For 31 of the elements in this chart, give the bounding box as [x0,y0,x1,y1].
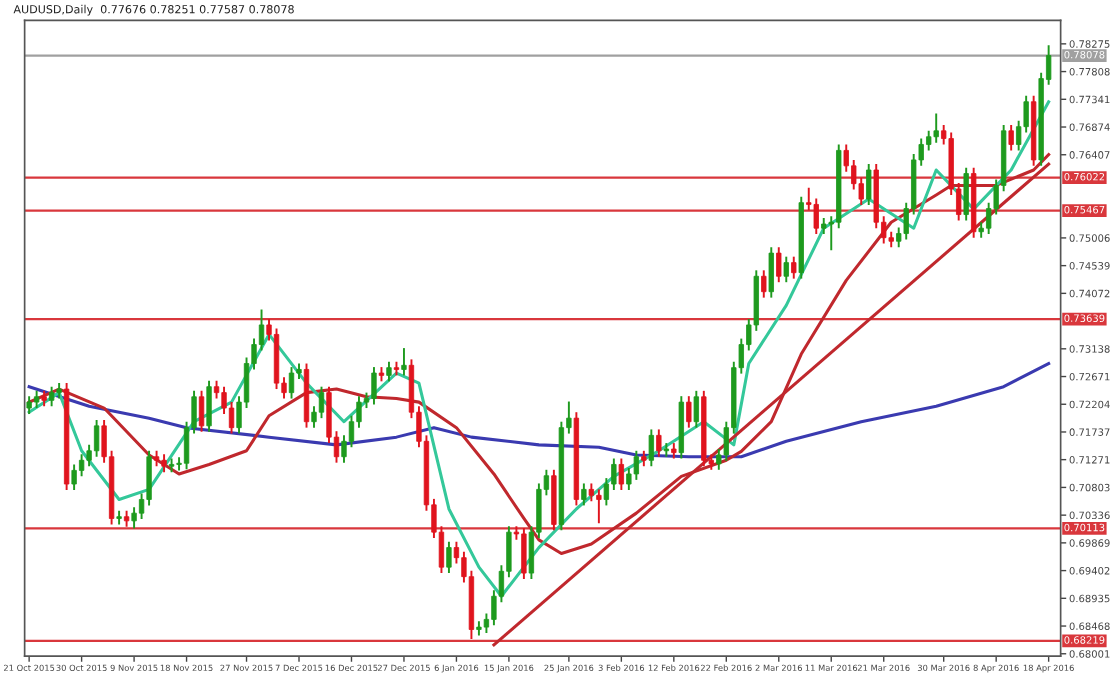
candlestick [596,488,602,525]
candlestick [521,527,527,580]
candlestick [71,463,77,491]
candlestick [131,506,137,530]
candlestick [761,269,767,299]
candlestick [198,389,205,433]
candlestick [401,347,407,377]
candlestick [963,166,969,222]
candlestick [78,453,85,478]
candlestick [386,360,392,383]
candlestick [1008,123,1014,152]
candlestick [686,395,692,429]
candlestick [48,385,55,408]
candlestick [318,385,325,420]
candlestick [206,379,212,433]
candlestick [776,246,782,284]
candlestick [581,482,587,507]
line-series [27,100,1051,598]
candlestick [93,418,100,458]
candlestick [933,112,939,144]
candlestick [288,366,295,400]
candlestick [618,457,625,491]
candlestick [371,366,377,406]
candlestick [768,246,774,299]
candlestick [693,389,699,429]
candlestick [446,540,452,575]
candlestick [648,428,655,468]
candlestick [791,255,797,280]
candlestick [656,428,662,458]
candlestick [866,163,872,206]
candlestick [783,255,789,284]
